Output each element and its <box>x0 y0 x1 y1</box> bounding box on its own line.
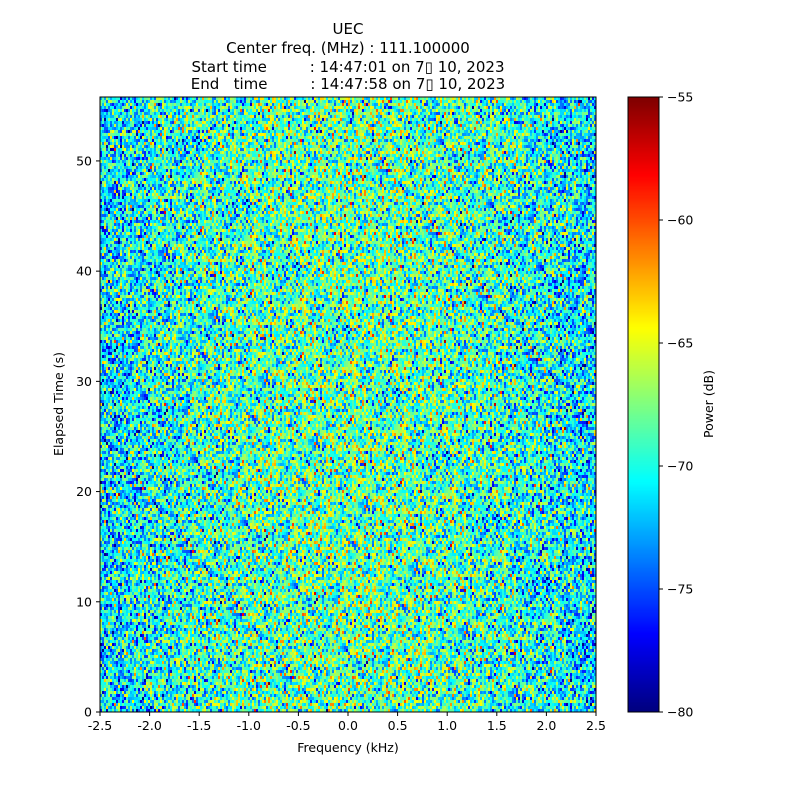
x-tick-label: 1.5 <box>487 718 507 733</box>
colorbar-label: Power (dB) <box>701 370 716 438</box>
x-tick-label: -0.5 <box>286 718 310 733</box>
colorbar <box>628 97 659 712</box>
title-line-3: Start time : 14:47:01 on 7▯ 10, 2023 <box>191 58 505 76</box>
y-tick-label: 20 <box>76 484 92 499</box>
colorbar-frame <box>627 96 660 713</box>
x-tick-label: -2.5 <box>88 718 112 733</box>
colorbar-tick-label: −60 <box>667 213 693 228</box>
title-line-1: UEC <box>332 20 364 38</box>
colorbar-tick-label: −70 <box>667 459 693 474</box>
x-tick-label: 0.0 <box>338 718 358 733</box>
x-tick-label: -2.0 <box>137 718 161 733</box>
title-line-4: End time : 14:47:58 on 7▯ 10, 2023 <box>190 75 506 93</box>
x-axis-label: Frequency (kHz) <box>297 740 399 755</box>
y-tick-label: 0 <box>84 705 92 720</box>
y-tick-label: 40 <box>76 264 92 279</box>
plot-frame <box>99 96 597 713</box>
x-tick-label: 0.5 <box>388 718 408 733</box>
title-line-2: Center freq. (MHz) : 111.100000 <box>226 39 470 57</box>
x-tick-label: 2.0 <box>536 718 556 733</box>
y-tick-label: 30 <box>76 374 92 389</box>
x-tick-label: -1.5 <box>187 718 211 733</box>
x-tick-label: 1.0 <box>437 718 457 733</box>
y-tick-label: 10 <box>76 594 92 609</box>
colorbar-tick-label: −80 <box>667 705 693 720</box>
y-tick-label: 50 <box>76 153 92 168</box>
colorbar-tick-label: −75 <box>667 582 693 597</box>
x-tick-label: -1.0 <box>237 718 261 733</box>
colorbar-tick-label: −55 <box>667 90 693 105</box>
spectrogram-heatmap <box>100 97 596 712</box>
x-tick-label: 2.5 <box>586 718 606 733</box>
y-axis-label: Elapsed Time (s) <box>51 352 66 456</box>
colorbar-tick-label: −65 <box>667 336 693 351</box>
